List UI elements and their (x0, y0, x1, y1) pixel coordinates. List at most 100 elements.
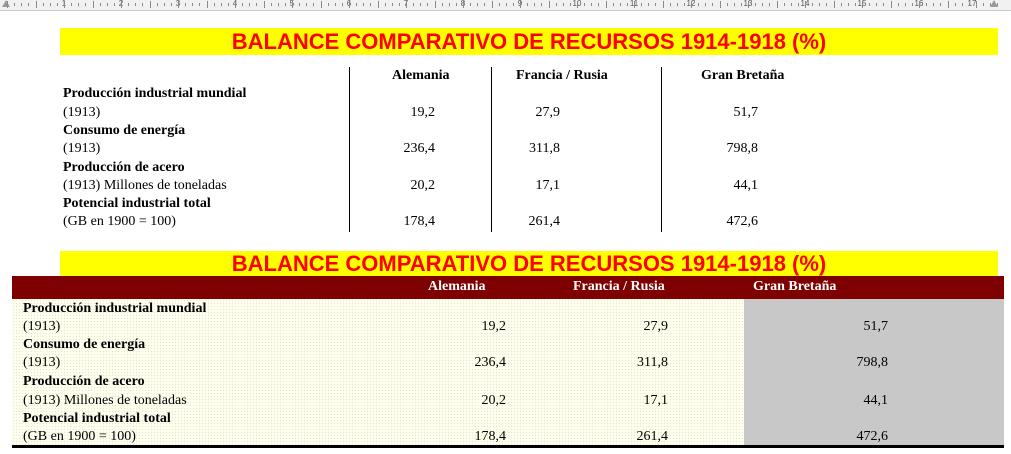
row-label: Producción de acero (23, 374, 145, 389)
ruler-tick (534, 3, 536, 6)
ruler-tick (840, 3, 842, 6)
table2-bottom-border (12, 445, 1004, 448)
column-header-alemania: Alemania (392, 68, 450, 83)
ruler-tick (676, 3, 678, 6)
ruler-tick (391, 3, 393, 6)
ruler-tick (292, 1, 293, 8)
ruler-tick (919, 1, 920, 8)
cell-value: 311,8 (529, 141, 560, 156)
ruler-tick (968, 3, 970, 6)
ruler-tick (42, 3, 44, 6)
ruler-tick (313, 3, 315, 6)
ruler-tick (776, 1, 778, 8)
ruler-tick (698, 3, 700, 6)
ruler-tick (135, 3, 137, 6)
ruler-tick (890, 1, 892, 8)
table1-divider (661, 67, 662, 232)
row-sublabel: (GB en 1900 = 100) (23, 429, 136, 444)
ruler-tick (35, 1, 37, 8)
ruler-tick (740, 3, 742, 6)
ruler-tick (961, 3, 963, 6)
ruler-tick (413, 3, 415, 6)
ruler-tick (277, 3, 279, 6)
ruler-tick (434, 1, 436, 8)
ruler-tick (477, 3, 479, 6)
cell-value: 19,2 (481, 319, 507, 334)
ruler-tick (178, 1, 179, 8)
ruler-tick (705, 3, 707, 6)
ruler-tick (113, 3, 115, 6)
ruler-tick (911, 3, 913, 6)
ruler-tick (149, 1, 151, 8)
cell-value: 178,4 (474, 429, 507, 444)
ruler-tick (520, 1, 521, 8)
row-sublabel: (1913) (23, 355, 61, 370)
right-indent-marker[interactable] (990, 0, 998, 7)
row-label: Producción industrial mundial (63, 86, 247, 101)
cell-value: 311,8 (637, 355, 668, 370)
ruler-tick (327, 3, 329, 6)
ruler-tick (869, 3, 871, 6)
cell-value: 17,1 (643, 393, 669, 408)
ruler-tick (976, 1, 977, 8)
ruler-tick (626, 3, 628, 6)
ruler-tick (341, 3, 343, 6)
ruler-tick (284, 3, 286, 6)
ruler-tick (455, 3, 457, 6)
row-sublabel: (1913) Millones de toneladas (23, 393, 187, 408)
ruler-tick (990, 3, 992, 6)
ruler-tick (7, 1, 8, 8)
ruler-tick (498, 3, 500, 6)
ruler-tick (320, 1, 322, 8)
row-label: Potencial industrial total (63, 196, 211, 211)
ruler-tick (548, 1, 550, 8)
ruler-tick (56, 3, 58, 6)
ruler-tick (997, 3, 999, 6)
horizontal-ruler[interactable]: 1 2 3 4 5 6 7 8 9 10 11 12 13 14 15 16 1… (0, 0, 1011, 11)
row-label: Consumo de energía (63, 123, 186, 138)
ruler-tick (242, 3, 244, 6)
ruler-tick (733, 3, 735, 6)
ruler-tick (306, 3, 308, 6)
left-indent-marker[interactable] (2, 0, 10, 7)
ruler-tick (21, 3, 23, 6)
ruler-tick (926, 3, 928, 6)
ruler-tick (349, 1, 350, 8)
row-sublabel: (1913) (23, 319, 61, 334)
cell-value: 44,1 (733, 178, 759, 193)
ruler-tick (99, 3, 101, 6)
ruler-tick (142, 3, 144, 6)
ruler-tick (555, 3, 557, 6)
ruler-tick (769, 3, 771, 6)
ruler-tick (940, 3, 942, 6)
cell-value: 798,8 (726, 141, 759, 156)
cell-value: 17,1 (535, 178, 561, 193)
ruler-tick (484, 3, 486, 6)
cell-value: 27,9 (535, 105, 561, 120)
ruler-tick (712, 3, 714, 6)
ruler-tick (192, 3, 194, 6)
ruler-tick (14, 3, 16, 6)
ruler-tick (805, 1, 806, 8)
ruler-tick (427, 3, 429, 6)
ruler-tick (420, 3, 422, 6)
ruler-tick (662, 1, 664, 8)
cell-value: 51,7 (733, 105, 759, 120)
column-header-alemania: Alemania (428, 279, 486, 294)
ruler-tick (947, 1, 949, 8)
ruler-tick (299, 3, 301, 6)
ruler-tick (648, 3, 650, 6)
table1-divider (491, 67, 492, 232)
table2-title: BALANCE COMPARATIVO DE RECURSOS 1914-191… (60, 251, 998, 276)
ruler-tick (954, 3, 956, 6)
ruler-tick (655, 3, 657, 6)
ruler-tick (883, 3, 885, 6)
cell-value: 236,4 (474, 355, 507, 370)
table1-divider (349, 67, 350, 232)
ruler-tick (819, 3, 821, 6)
ruler-tick (833, 1, 835, 8)
ruler-tick (128, 3, 130, 6)
ruler-tick (719, 1, 721, 8)
ruler-tick (577, 1, 578, 8)
ruler-number: 17 (967, 0, 977, 8)
